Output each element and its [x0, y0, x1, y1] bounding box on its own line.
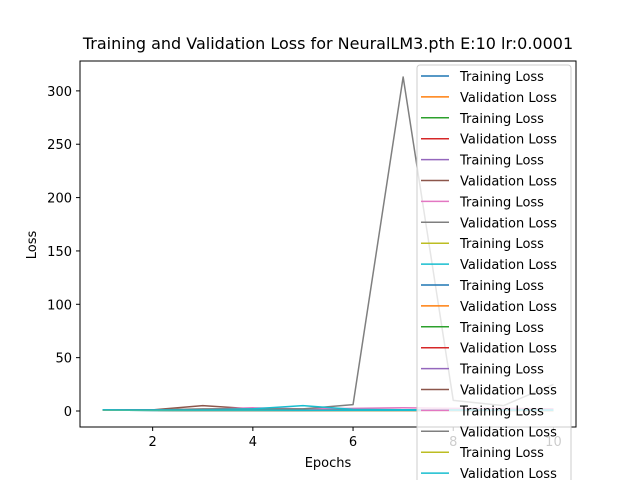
y-tick-label: 250: [47, 138, 72, 153]
legend-label: Training Loss: [459, 363, 544, 378]
x-axis-label: Epochs: [305, 456, 352, 471]
legend-label: Validation Loss: [460, 342, 557, 357]
legend-label: Training Loss: [459, 195, 544, 210]
legend-label: Training Loss: [459, 237, 544, 252]
legend-label: Validation Loss: [460, 133, 557, 148]
legend-label: Training Loss: [459, 154, 544, 169]
y-tick-label: 200: [47, 192, 72, 207]
y-tick-label: 50: [55, 352, 72, 367]
legend-label: Validation Loss: [460, 175, 557, 190]
legend-label: Training Loss: [459, 446, 544, 461]
legend-label: Validation Loss: [460, 467, 557, 480]
y-tick-label: 0: [64, 405, 72, 420]
plot-frame: [79, 60, 577, 428]
legend-label: Validation Loss: [460, 384, 557, 399]
legend-label: Training Loss: [459, 321, 544, 336]
legend: Training Loss Validation Loss Training Los…: [416, 64, 572, 480]
legend-label: Validation Loss: [460, 258, 557, 273]
x-tick-label: 4: [249, 435, 257, 450]
legend-label: Validation Loss: [460, 425, 557, 440]
legend-label: Validation Loss: [460, 216, 557, 231]
y-tick-label: 100: [47, 298, 72, 313]
legend-label: Training Loss: [459, 279, 544, 294]
legend-label: Validation Loss: [460, 91, 557, 106]
legend-label: Training Loss: [459, 404, 544, 419]
legend-box: [416, 64, 572, 480]
y-axis-label: Loss: [25, 231, 40, 260]
chart-title: Training and Validation Loss for NeuralL…: [82, 34, 573, 53]
y-tick-label: 150: [47, 245, 72, 260]
y-tick-label: 300: [47, 85, 72, 100]
x-tick-label: 6: [349, 435, 357, 450]
legend-label: Training Loss: [459, 70, 544, 85]
legend-label: Training Loss: [459, 112, 544, 127]
legend-label: Validation Loss: [460, 300, 557, 315]
x-tick-label: 2: [149, 435, 157, 450]
